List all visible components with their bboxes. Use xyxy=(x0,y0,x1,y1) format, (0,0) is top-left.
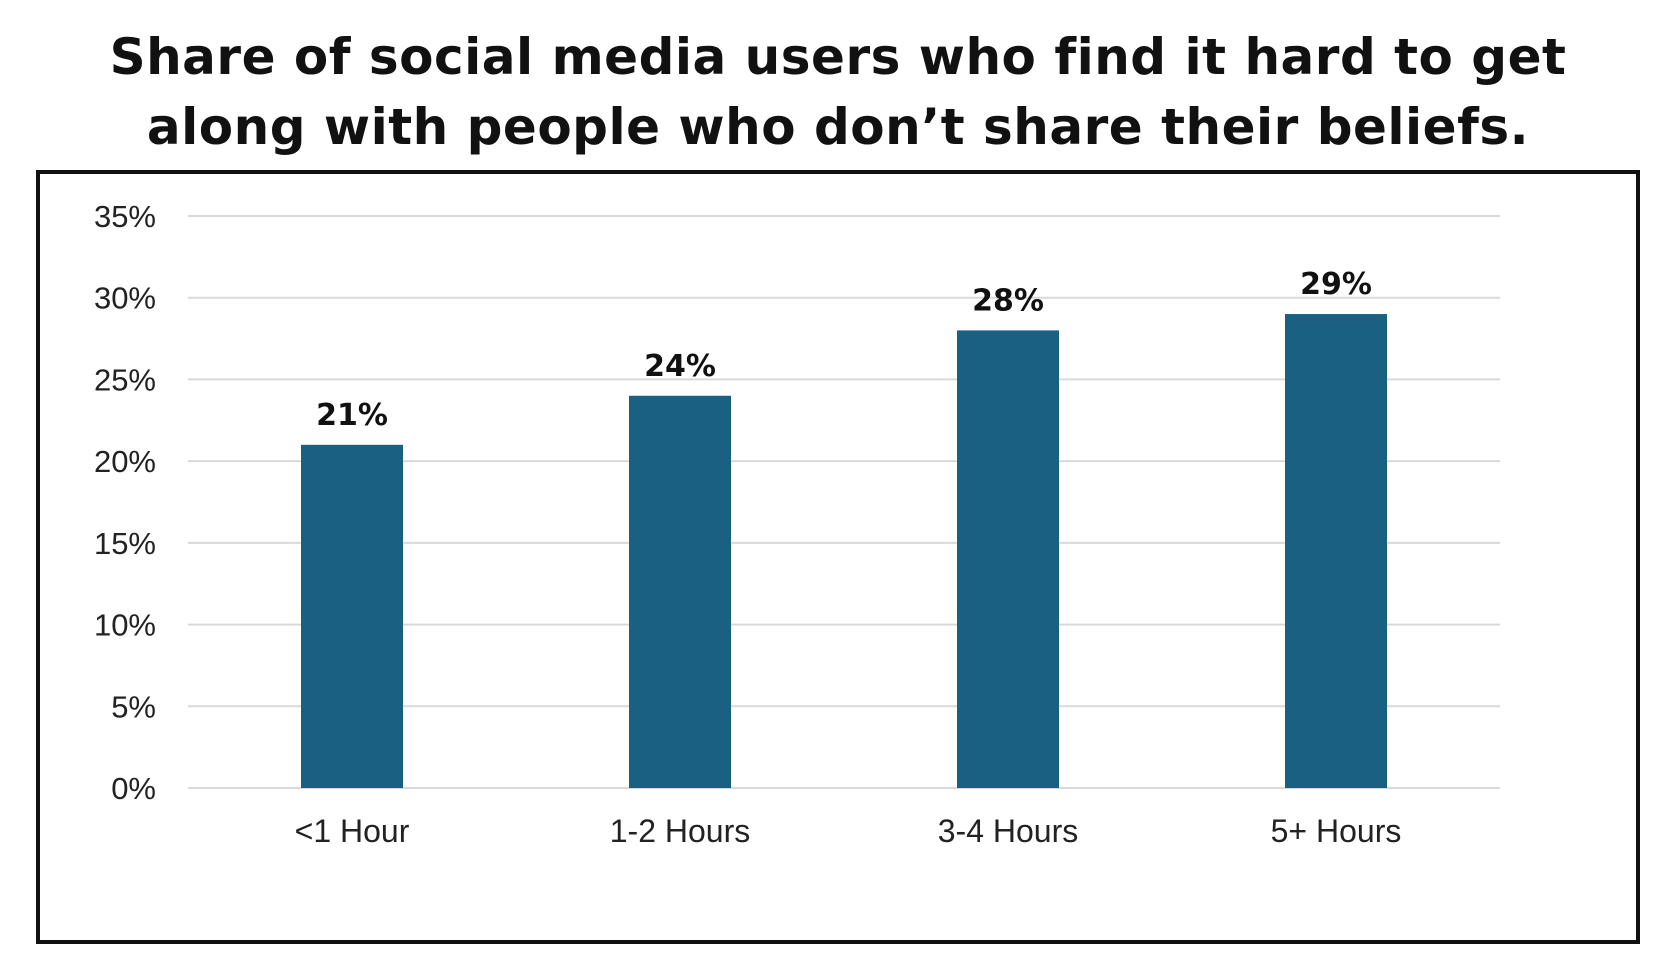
y-tick-label: 10% xyxy=(94,608,156,643)
bar xyxy=(957,330,1059,788)
chart-title-line-2: along with people who don’t share their … xyxy=(146,98,1530,156)
y-tick-label: 5% xyxy=(111,689,156,724)
y-tick-label: 25% xyxy=(94,362,156,397)
chart-frame: 0% 5% 10% 15% 20% 25% 30% 35% 21% <1 Hour 24% 1-2 H… xyxy=(36,170,1640,944)
chart-title-line-1: Share of social media users who find it … xyxy=(109,28,1567,86)
x-category-label: <1 Hour xyxy=(295,813,410,849)
data-label: 21% xyxy=(316,398,388,433)
y-tick-label: 0% xyxy=(111,771,156,806)
x-category-label: 5+ Hours xyxy=(1271,813,1402,849)
x-category-label: 1-2 Hours xyxy=(610,813,751,849)
bar xyxy=(629,395,731,788)
data-label: 29% xyxy=(1300,267,1372,302)
y-tick-label: 35% xyxy=(94,199,156,234)
bar xyxy=(301,444,403,788)
y-tick-label: 15% xyxy=(94,526,156,561)
chart-title: Share of social media users who find it … xyxy=(0,22,1676,162)
y-tick-label: 20% xyxy=(94,444,156,479)
data-label: 28% xyxy=(972,283,1044,318)
y-tick-label: 30% xyxy=(94,281,156,316)
data-label: 24% xyxy=(644,349,716,384)
bar-chart: 0% 5% 10% 15% 20% 25% 30% 35% 21% <1 Hour 24% 1-2 H… xyxy=(94,199,1500,849)
bar xyxy=(1285,314,1387,788)
x-category-label: 3-4 Hours xyxy=(938,813,1079,849)
